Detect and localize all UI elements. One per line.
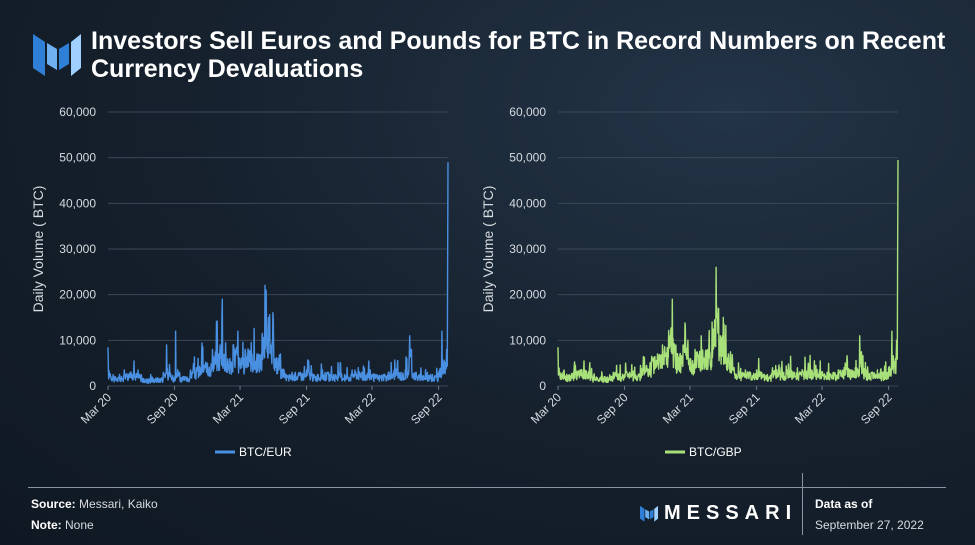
gbp-y-tick-label: 30,000 bbox=[509, 242, 546, 256]
gbp-y-tick-label: 20,000 bbox=[509, 288, 546, 302]
footer-divider bbox=[28, 487, 946, 488]
eur-series-line bbox=[107, 162, 449, 384]
gbp-y-tick-label: 40,000 bbox=[509, 196, 546, 210]
gbp-x-tick-label: Sep 21 bbox=[726, 390, 763, 427]
gbp-x-tick-label: Sep 22 bbox=[858, 390, 895, 427]
footer-brand: MESSARI bbox=[640, 501, 797, 525]
gbp-x-tick-label: Mar 20 bbox=[528, 390, 565, 427]
eur-y-tick-label: 60,000 bbox=[59, 105, 96, 119]
btc-eur-chart-svg: 0 10,000 20,000 30,000 40,000 50,000 60,000 Dai… bbox=[30, 105, 449, 459]
footer-vertical-divider bbox=[802, 473, 803, 535]
eur-y-tick-label: 50,000 bbox=[59, 151, 96, 165]
note-value: None bbox=[65, 518, 94, 532]
eur-y-tick-label: 10,000 bbox=[59, 333, 96, 347]
source-text: Source: Messari, Kaiko bbox=[31, 497, 158, 511]
gbp-x-tick-label: Mar 22 bbox=[792, 390, 829, 427]
source-label: Source: bbox=[31, 497, 76, 511]
brand-name: MESSARI bbox=[664, 501, 798, 524]
eur-legend-label: BTC/EUR bbox=[239, 445, 292, 459]
gbp-y-tick-label: 50,000 bbox=[509, 151, 546, 165]
eur-x-tick-label: Sep 20 bbox=[144, 390, 181, 427]
chart-title: Investors Sell Euros and Pounds for BTC … bbox=[91, 27, 946, 83]
btc-gbp-chart-svg: 0 10,000 20,000 30,000 40,000 50,000 60,000 Dai… bbox=[480, 105, 899, 459]
gbp-x-tick-label: Mar 21 bbox=[660, 390, 697, 427]
gbp-y-axis-label: Daily Volume ( BTC) bbox=[480, 186, 496, 313]
gbp-y-tick-label: 10,000 bbox=[509, 333, 546, 347]
eur-y-tick-label: 20,000 bbox=[59, 288, 96, 302]
gbp-y-tick-label: 60,000 bbox=[509, 105, 546, 119]
eur-y-tick-label: 30,000 bbox=[59, 242, 96, 256]
messari-small-logo-icon bbox=[640, 505, 658, 522]
note-text: Note: None bbox=[31, 518, 94, 532]
eur-y-tick-label: 0 bbox=[89, 379, 96, 393]
eur-x-tick-label: Sep 21 bbox=[276, 390, 313, 427]
source-value: Messari, Kaiko bbox=[79, 497, 158, 511]
eur-x-tick-label: Mar 20 bbox=[78, 390, 115, 427]
data-asof-date: September 27, 2022 bbox=[815, 518, 924, 532]
eur-y-axis-label: Daily Volume ( BTC) bbox=[30, 186, 46, 313]
eur-y-tick-label: 40,000 bbox=[59, 196, 96, 210]
btc-eur-chart: 0 10,000 20,000 30,000 40,000 50,000 60,000 Dai… bbox=[20, 95, 480, 475]
eur-x-tick-label: Mar 22 bbox=[342, 390, 379, 427]
gbp-legend-label: BTC/GBP bbox=[689, 445, 742, 459]
eur-x-tick-label: Mar 21 bbox=[210, 390, 247, 427]
messari-logo-icon bbox=[33, 34, 81, 76]
gbp-series-line bbox=[557, 159, 899, 384]
btc-gbp-chart: 0 10,000 20,000 30,000 40,000 50,000 60,000 Dai… bbox=[470, 95, 930, 475]
eur-x-tick-label: Sep 22 bbox=[408, 390, 445, 427]
note-label: Note: bbox=[31, 518, 62, 532]
gbp-y-tick-label: 0 bbox=[539, 379, 546, 393]
data-asof-label: Data as of bbox=[815, 497, 873, 511]
gbp-x-tick-label: Sep 20 bbox=[594, 390, 631, 427]
